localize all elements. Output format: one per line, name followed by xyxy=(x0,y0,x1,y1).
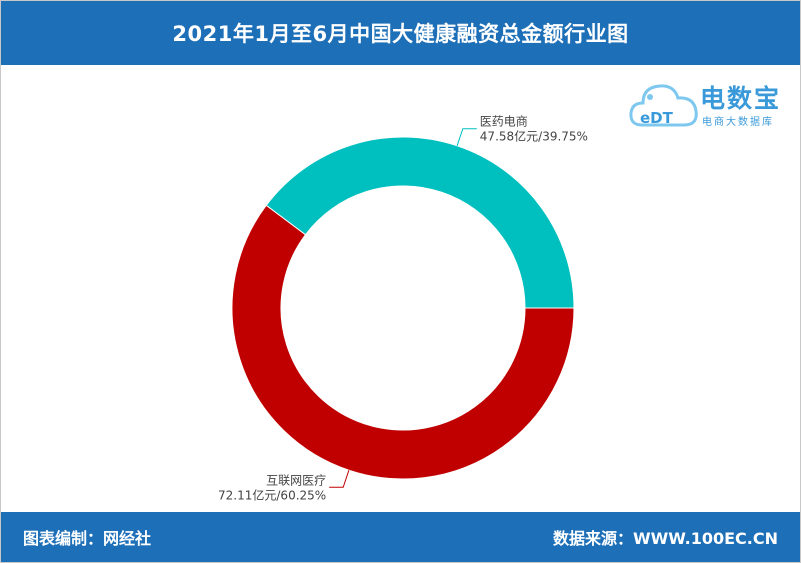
donut-slice-pharma-ecommerce xyxy=(265,136,575,309)
logo-name: 电数宝 xyxy=(700,84,782,113)
slice-value-label: 72.11亿元/60.25% xyxy=(218,487,326,502)
slice-name-label: 医药电商 xyxy=(480,114,528,129)
chart-title: 2021年1月至6月中国大健康融资总金额行业图 xyxy=(172,22,629,46)
footer-source: 数据来源：WWW.100EC.CN xyxy=(552,529,778,548)
slice-value-label: 47.58亿元/39.75% xyxy=(480,129,588,144)
donut-slice-internet-healthcare xyxy=(231,204,575,480)
header-bar: 2021年1月至6月中国大健康融资总金额行业图 xyxy=(1,1,800,65)
cloud-logo-icon: eDT xyxy=(629,84,698,127)
logo: eDT 电数宝 电商大数据库 xyxy=(628,73,788,145)
leader-line xyxy=(329,470,350,488)
logo-badge-text: eDT xyxy=(640,109,674,127)
footer-credit: 图表编制：网经社 xyxy=(23,529,152,548)
leader-line xyxy=(456,128,477,146)
logo-subtitle: 电商大数据库 xyxy=(702,117,774,128)
slice-name-label: 互联网医疗 xyxy=(266,473,326,487)
footer-bar: 图表编制：网经社 数据来源：WWW.100EC.CN xyxy=(1,512,800,562)
chart-area: 医药电商 47.58亿元/39.75% 互联网医疗 72.11亿元/60.25% xyxy=(1,65,800,514)
